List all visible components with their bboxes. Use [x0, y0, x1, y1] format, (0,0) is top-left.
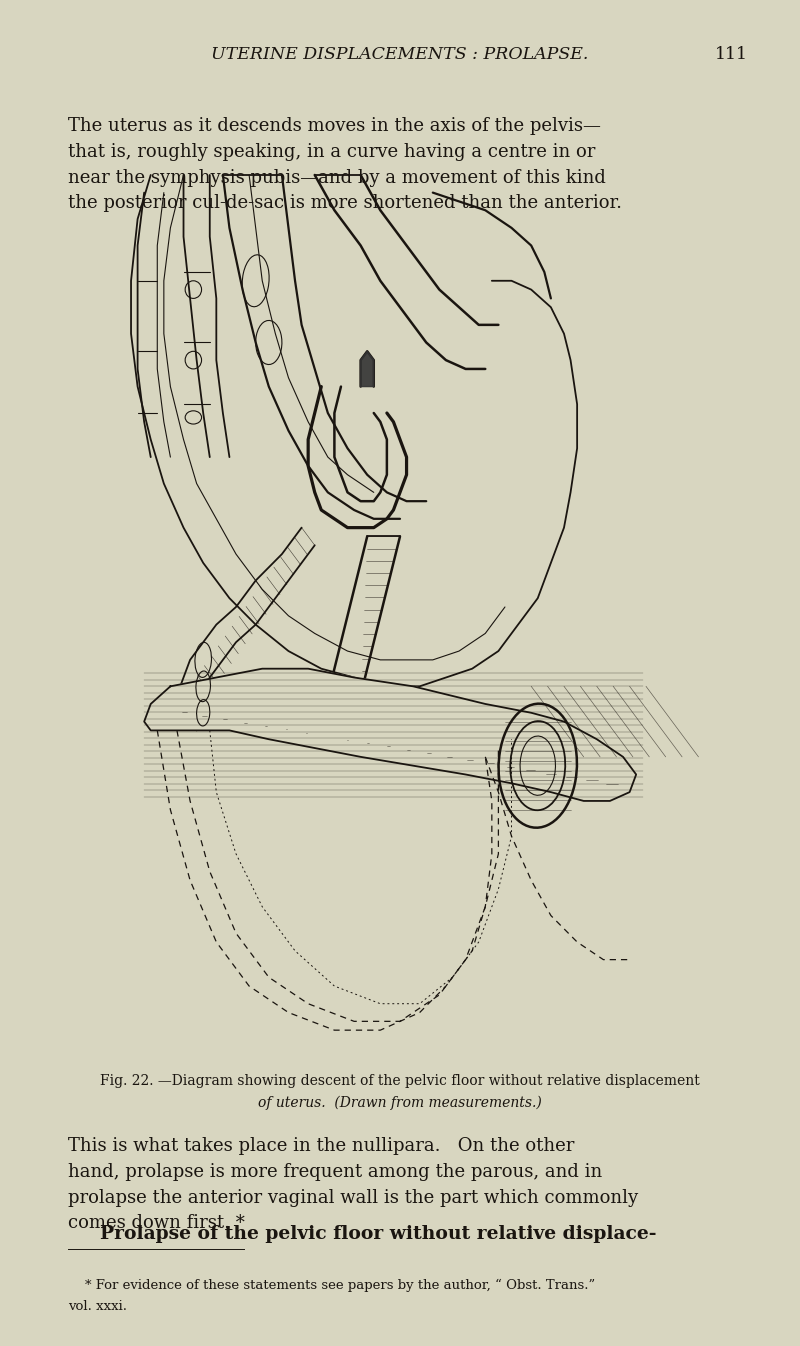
Text: 111: 111 [715, 46, 748, 63]
Polygon shape [144, 669, 636, 801]
Text: The uterus as it descends moves in the axis of the pelvis—
that is, roughly spea: The uterus as it descends moves in the a… [68, 117, 622, 213]
Text: of uterus.  (Drawn from measurements.): of uterus. (Drawn from measurements.) [258, 1096, 542, 1110]
Text: This is what takes place in the nullipara.   On the other
hand, prolapse is more: This is what takes place in the nullipar… [68, 1137, 638, 1233]
Text: vol. xxxi.: vol. xxxi. [68, 1300, 127, 1314]
Text: Prolapse of the pelvic floor without relative displace-: Prolapse of the pelvic floor without rel… [100, 1225, 657, 1242]
Text: * For evidence of these statements see papers by the author, “ Obst. Trans.”: * For evidence of these statements see p… [68, 1279, 595, 1292]
Text: Fig. 22. —Diagram showing descent of the pelvic floor without relative displacem: Fig. 22. —Diagram showing descent of the… [100, 1074, 700, 1088]
Text: UTERINE DISPLACEMENTS : PROLAPSE.: UTERINE DISPLACEMENTS : PROLAPSE. [211, 46, 589, 63]
Polygon shape [361, 351, 374, 386]
